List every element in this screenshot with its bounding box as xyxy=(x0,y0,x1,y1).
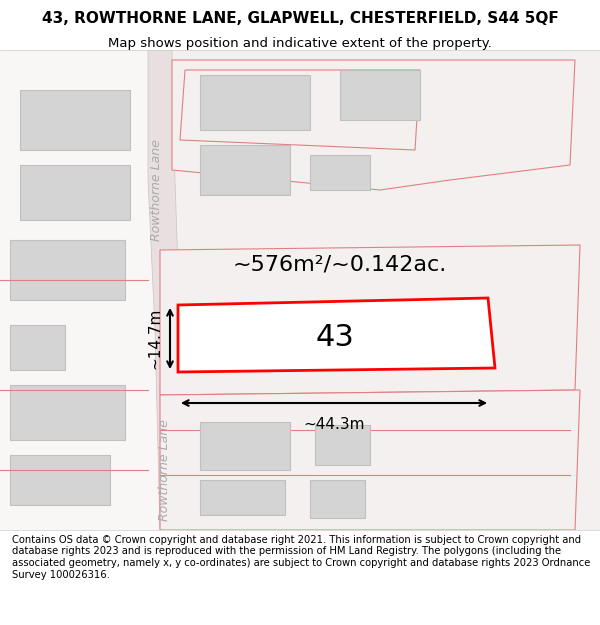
Bar xyxy=(200,422,290,470)
Bar xyxy=(200,480,285,515)
Bar xyxy=(200,145,290,195)
Polygon shape xyxy=(148,50,185,530)
Text: 43: 43 xyxy=(316,322,355,351)
Bar xyxy=(350,310,410,355)
Bar xyxy=(200,75,310,130)
Bar xyxy=(340,70,420,120)
Bar xyxy=(10,385,125,440)
Bar xyxy=(210,305,310,360)
Polygon shape xyxy=(160,50,600,530)
Bar xyxy=(20,165,130,220)
Bar xyxy=(310,155,370,190)
Text: ~14.7m: ~14.7m xyxy=(147,308,162,369)
Text: ~576m²/~0.142ac.: ~576m²/~0.142ac. xyxy=(233,255,447,275)
Text: Rowthorne Lane: Rowthorne Lane xyxy=(158,419,172,521)
Polygon shape xyxy=(180,70,420,150)
Bar xyxy=(315,425,370,465)
Bar xyxy=(20,90,130,150)
Bar xyxy=(10,455,110,505)
Bar xyxy=(310,480,365,518)
Text: 43, ROWTHORNE LANE, GLAPWELL, CHESTERFIELD, S44 5QF: 43, ROWTHORNE LANE, GLAPWELL, CHESTERFIE… xyxy=(41,11,559,26)
Polygon shape xyxy=(178,298,495,372)
Polygon shape xyxy=(160,245,580,395)
Text: Rowthorne Lane: Rowthorne Lane xyxy=(151,139,163,241)
Text: Contains OS data © Crown copyright and database right 2021. This information is : Contains OS data © Crown copyright and d… xyxy=(12,535,590,579)
Text: ~44.3m: ~44.3m xyxy=(303,417,365,432)
Polygon shape xyxy=(172,60,575,190)
Text: Map shows position and indicative extent of the property.: Map shows position and indicative extent… xyxy=(108,38,492,51)
Bar xyxy=(10,325,65,370)
Bar xyxy=(10,240,125,300)
Polygon shape xyxy=(160,390,580,530)
